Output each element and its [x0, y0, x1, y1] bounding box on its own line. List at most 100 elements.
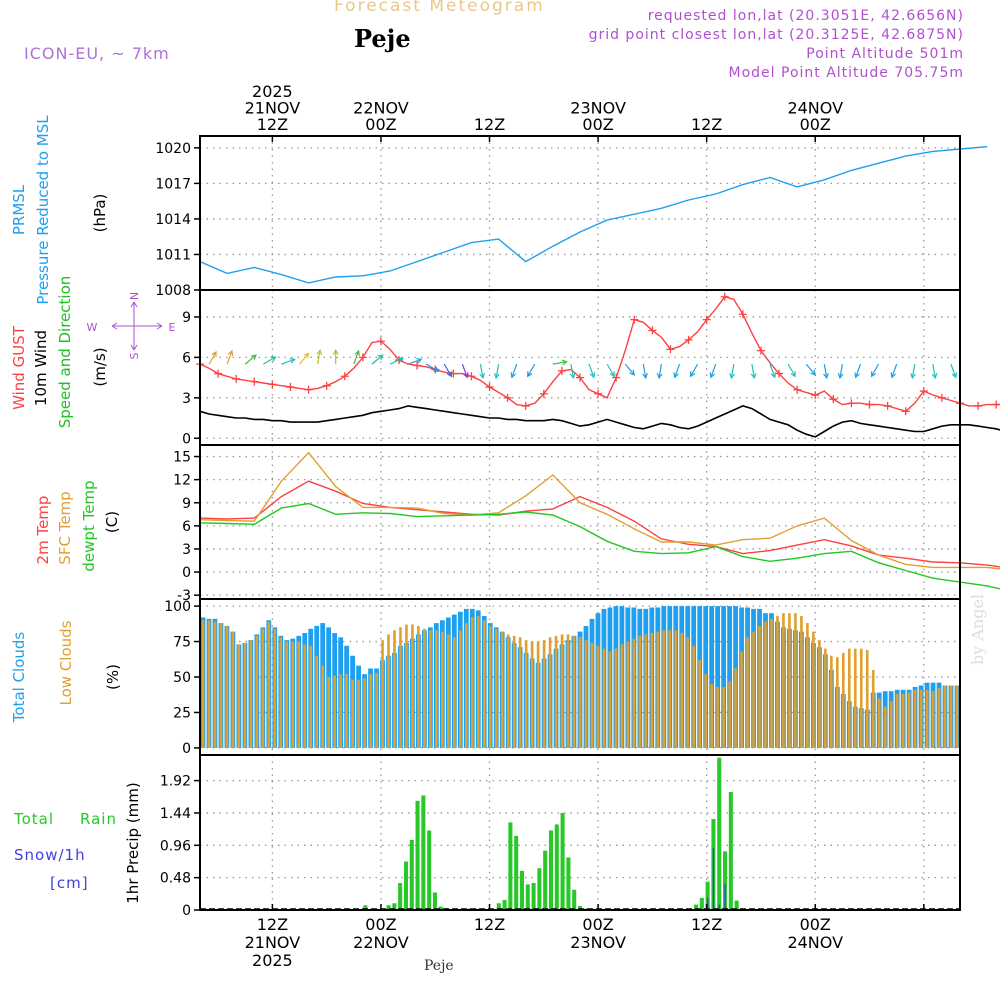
wind-direction-arrow — [871, 363, 880, 377]
series-dewpt-temp — [199, 502, 1000, 590]
precipitation-frame — [199, 754, 961, 911]
rain-bar — [386, 905, 391, 910]
gust-marker — [250, 377, 259, 386]
low-cloud-bar — [608, 651, 612, 748]
rain-bar — [421, 795, 426, 910]
top-time-label: 22NOV — [353, 99, 409, 118]
low-cloud-bar — [548, 637, 552, 748]
gust-marker — [214, 369, 223, 378]
wind-direction-arrow — [805, 363, 816, 376]
gust-marker — [630, 315, 639, 324]
wind-direction-arrow — [208, 351, 217, 365]
panel-wind: 0 3 6 9 — [182, 289, 1000, 447]
low-cloud-bar — [584, 640, 588, 748]
low-cloud-bar — [596, 645, 600, 748]
wind-direction-arrowhead — [510, 372, 517, 379]
low-cloud-bar — [662, 630, 666, 748]
top-time-label: 00Z — [365, 115, 396, 134]
gust-marker — [467, 372, 476, 381]
low-cloud-bar — [889, 701, 893, 748]
precip-legend-unit: [cm] — [50, 874, 89, 892]
wind-direction-arrow — [263, 356, 276, 365]
low-cloud-bar — [752, 631, 755, 748]
low-cloud-bar — [925, 689, 929, 748]
low-cloud-bar — [740, 651, 743, 748]
precipitation-ytick-label-3: 1.44 — [160, 806, 191, 822]
low-cloud-bar — [399, 627, 402, 748]
total-cloud-axis-label: Total Clouds — [10, 632, 28, 724]
rain-bar — [415, 800, 420, 910]
low-cloud-bar — [303, 644, 307, 748]
low-cloud-bar — [632, 638, 636, 748]
precip-legend-snow: Snow/1h — [14, 846, 86, 864]
low-cloud-bar — [285, 641, 289, 748]
gust-marker — [684, 335, 693, 344]
series-sfc-temp — [199, 451, 1000, 570]
low-cloud-bar — [524, 640, 528, 748]
low-cloud-bar — [656, 631, 660, 748]
low-cloud-bar — [650, 633, 654, 748]
wind-direction-arrowhead — [951, 372, 958, 379]
low-cloud-bar — [698, 659, 702, 748]
low-cloud-bar — [943, 685, 947, 748]
top-time-label: 00Z — [582, 115, 613, 134]
top-time-label: 23NOV — [570, 99, 626, 118]
low-cloud-bar — [327, 677, 330, 748]
model-point-altitude: Model Point Altitude 705.75m — [728, 65, 964, 81]
wind-direction-arrow — [769, 363, 776, 378]
low-cloud-bar — [261, 628, 265, 748]
top-time-label: 12Z — [257, 115, 288, 134]
low-cloud-bar — [758, 625, 761, 748]
wind-direction-arrowhead — [397, 357, 404, 363]
gust-marker — [756, 346, 765, 355]
wind-direction-arrowhead — [709, 372, 716, 379]
low-cloud-bar — [818, 640, 821, 748]
wind-direction-arrow — [690, 363, 699, 377]
wind-direction-arrow — [570, 364, 574, 379]
series-prmsl — [199, 146, 988, 284]
snow-bar — [718, 904, 720, 910]
low-cloud-bar — [363, 678, 366, 748]
total-cloud-bar — [709, 606, 715, 748]
wind-direction-arrow — [527, 363, 536, 377]
wind-direction-arrowhead — [673, 372, 679, 379]
precipitation-ytick-label-2: 0.96 — [160, 838, 191, 854]
clouds-ytick-label-0: 0 — [182, 741, 191, 757]
low-cloud-bar — [291, 641, 295, 748]
gust-marker — [286, 383, 295, 392]
wind-ytick-label-0: 0 — [182, 431, 191, 447]
low-cloud-bar — [578, 637, 582, 748]
precip-legend-total: Total — [13, 810, 54, 828]
rain-bar — [543, 850, 548, 910]
gust-marker — [413, 361, 422, 370]
low-cloud-bar — [249, 640, 253, 748]
wind-direction-arrow — [353, 350, 360, 365]
low-cloud-bar — [746, 637, 749, 748]
wind-direction-arrow — [552, 361, 567, 365]
wind-direction-arrowhead — [837, 372, 844, 380]
sfc-temp-axis-label: SFC Temp — [56, 491, 74, 564]
low-cloud-bar — [482, 620, 486, 748]
rain-bar — [508, 822, 513, 910]
wind-direction-arrow — [823, 364, 828, 379]
gust-marker — [937, 393, 946, 402]
rain-bar — [403, 861, 408, 910]
low-cloud-bar — [488, 625, 492, 748]
footer-location: Peje — [424, 958, 454, 974]
wind-direction-arrow — [511, 363, 518, 378]
low-cloud-bar — [859, 648, 863, 748]
low-cloud-bar — [638, 635, 642, 748]
low-cloud-bar — [680, 633, 684, 748]
wind-direction-arrow — [495, 364, 500, 379]
compass-west: W — [87, 321, 98, 334]
precip-legend-rain: Rain — [80, 810, 117, 828]
low-cloud-bar — [339, 674, 342, 748]
total-cloud-bar — [715, 606, 721, 748]
wind-direction-arrow — [443, 363, 452, 377]
precip-axis-label: 1hr Precip (mm) — [124, 782, 142, 903]
low-cloud-bar — [907, 692, 911, 748]
wind-direction-arrow — [244, 354, 257, 365]
wind-direction-arrow — [950, 363, 957, 378]
bottom-time-label: 22NOV — [353, 933, 409, 952]
gust-marker — [992, 400, 1000, 409]
